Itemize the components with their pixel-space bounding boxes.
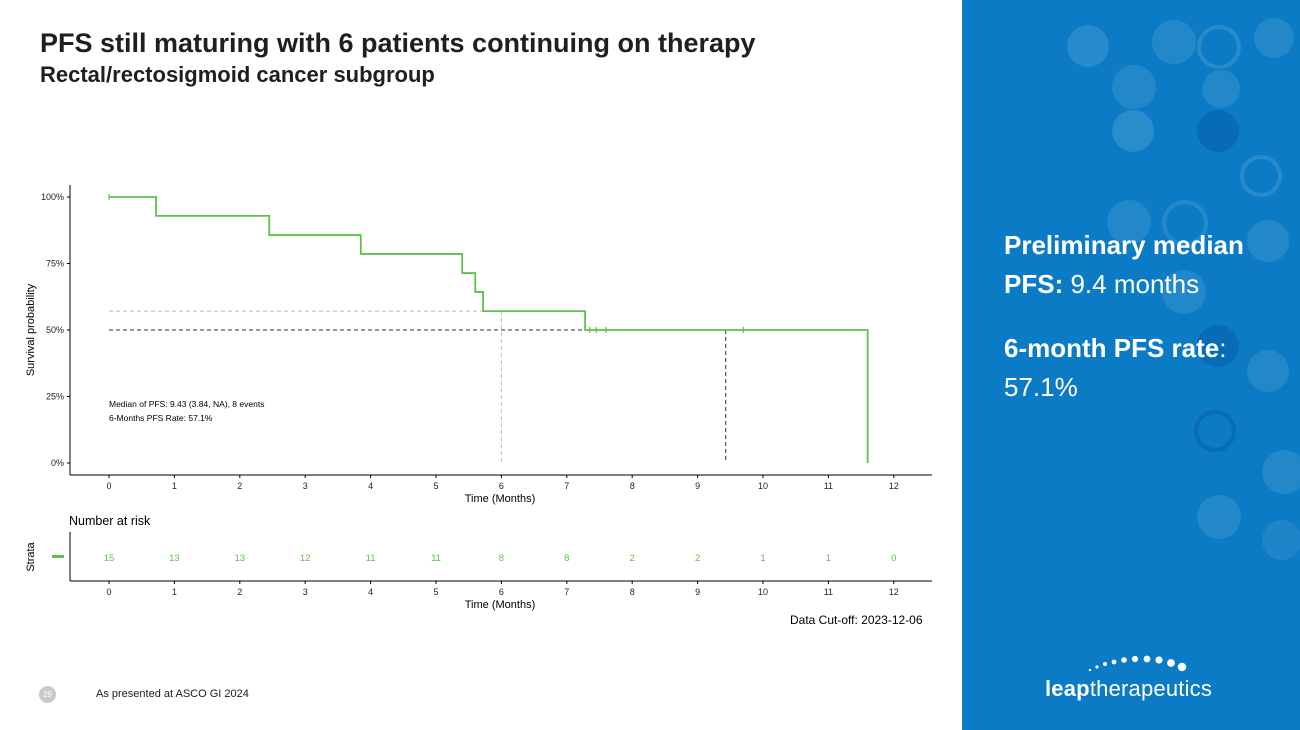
risk-x-tick-label: 5 bbox=[433, 587, 438, 597]
risk-count: 13 bbox=[235, 553, 246, 564]
risk-count: 0 bbox=[891, 553, 896, 564]
risk-table-title: Number at risk bbox=[69, 514, 151, 528]
risk-x-tick-label: 2 bbox=[237, 587, 242, 597]
slide-title: PFS still maturing with 6 patients conti… bbox=[40, 28, 756, 58]
risk-count: 8 bbox=[564, 553, 569, 564]
bokeh-dot bbox=[1247, 350, 1289, 392]
y-tick-label: 25% bbox=[46, 392, 64, 402]
x-ticks: 0 1 2 3 4 5 6 7 8 9 10 11 12 bbox=[106, 475, 899, 491]
x-tick-label: 5 bbox=[433, 481, 438, 491]
strata-legend-mark bbox=[52, 555, 64, 558]
censor-marks bbox=[108, 194, 744, 333]
risk-x-tick-label: 7 bbox=[564, 587, 569, 597]
annotation-median: Median of PFS: 9.43 (3.84, NA), 8 events bbox=[109, 399, 264, 409]
bokeh-dot bbox=[1197, 110, 1239, 152]
risk-count: 2 bbox=[695, 553, 700, 564]
reference-lines bbox=[109, 310, 727, 463]
x-axis-label: Time (Months) bbox=[465, 493, 536, 505]
median-pfs-block: Preliminary median PFS: 9.4 months bbox=[1004, 226, 1294, 304]
bokeh-dot bbox=[1254, 18, 1294, 58]
annotation-rate: 6-Months PFS Rate: 57.1% bbox=[109, 413, 213, 423]
risk-x-tick-label: 4 bbox=[368, 587, 373, 597]
x-tick-label: 10 bbox=[758, 481, 768, 491]
risk-x-tick-label: 3 bbox=[303, 587, 308, 597]
bokeh-dot bbox=[1112, 110, 1154, 152]
km-chart: 0%25%50%75%100% 0 1 2 3 4 5 6 7 8 9 10 11 12 Time (M… bbox=[25, 185, 932, 611]
x-tick-label: 2 bbox=[237, 481, 242, 491]
y-tick-label: 0% bbox=[51, 458, 64, 468]
bokeh-dot bbox=[1197, 495, 1241, 539]
km-curve-pfs bbox=[109, 196, 869, 463]
logo-light: therapeutics bbox=[1089, 676, 1213, 701]
bokeh-ring bbox=[1240, 155, 1282, 197]
y-axis-label: Survival probability bbox=[25, 283, 37, 376]
rate-label: 6-month PFS rate bbox=[1004, 333, 1220, 363]
panel-text: Preliminary median PFS: 9.4 months 6-mon… bbox=[1004, 226, 1294, 407]
slide-subtitle: Rectal/rectosigmoid cancer subgroup bbox=[40, 62, 435, 87]
risk-x-tick-label: 0 bbox=[106, 587, 111, 597]
rate-value: 57.1% bbox=[1004, 372, 1078, 402]
x-tick-label: 1 bbox=[172, 481, 177, 491]
x-tick-label: 3 bbox=[303, 481, 308, 491]
risk-x-tick-label: 9 bbox=[695, 587, 700, 597]
risk-count: 1 bbox=[760, 553, 765, 564]
risk-count: 13 bbox=[169, 553, 180, 564]
x-tick-label: 0 bbox=[106, 481, 111, 491]
slide: PFS still maturing with 6 patients conti… bbox=[25, 28, 932, 703]
y-tick-label: 75% bbox=[46, 259, 64, 269]
leap-logo: leaptherapeutics bbox=[1045, 676, 1212, 702]
risk-count: 15 bbox=[104, 553, 115, 564]
risk-x-tick-label: 10 bbox=[758, 587, 768, 597]
x-tick-label: 6 bbox=[499, 481, 504, 491]
bokeh-ring bbox=[1197, 25, 1241, 69]
risk-counts: 15 13 13 12 11 11 8 8 2 2 1 1 0 bbox=[104, 553, 897, 564]
x-tick-label: 11 bbox=[824, 481, 833, 491]
median-pfs-label: Preliminary median PFS: bbox=[1004, 230, 1244, 299]
bokeh-dot bbox=[1197, 325, 1239, 367]
risk-x-tick-label: 8 bbox=[630, 587, 635, 597]
rate-colon: : bbox=[1219, 333, 1227, 363]
logo-bold: leap bbox=[1045, 676, 1090, 701]
logo-dots-icon bbox=[1088, 655, 1187, 672]
risk-x-tick-label: 6 bbox=[499, 587, 504, 597]
risk-count: 2 bbox=[630, 553, 635, 564]
x-tick-label: 4 bbox=[368, 481, 373, 491]
bokeh-dot bbox=[1162, 270, 1206, 314]
median-pfs-value: 9.4 months bbox=[1070, 269, 1200, 299]
risk-count: 11 bbox=[366, 553, 376, 564]
bokeh-dot bbox=[1202, 70, 1240, 108]
y-tick-label: 100% bbox=[41, 192, 64, 202]
bokeh-dot bbox=[1152, 20, 1196, 64]
x-tick-label: 7 bbox=[564, 481, 569, 491]
risk-x-tick-label: 12 bbox=[889, 587, 899, 597]
risk-count: 1 bbox=[826, 553, 831, 564]
risk-strata-label: Strata bbox=[25, 541, 37, 571]
bokeh-dot bbox=[1067, 25, 1109, 67]
risk-count: 12 bbox=[300, 553, 311, 564]
bokeh-dot bbox=[1107, 200, 1151, 244]
x-tick-label: 8 bbox=[630, 481, 635, 491]
risk-x-tick-label: 1 bbox=[172, 587, 177, 597]
risk-count: 8 bbox=[499, 553, 504, 564]
footnote: As presented at ASCO GI 2024 bbox=[96, 688, 249, 700]
bokeh-dot bbox=[1247, 220, 1289, 262]
bokeh-dot bbox=[1112, 65, 1156, 109]
y-ticks: 0% 25% 50% 75% 100% bbox=[41, 192, 70, 468]
side-panel: Preliminary median PFS: 9.4 months 6-mon… bbox=[962, 0, 1300, 730]
x-tick-label: 12 bbox=[889, 481, 899, 491]
data-cutoff: Data Cut-off: 2023-12-06 bbox=[790, 613, 923, 627]
risk-x-tick-label: 11 bbox=[824, 587, 833, 597]
bokeh-dot bbox=[1262, 450, 1300, 494]
bokeh-dot bbox=[1262, 520, 1300, 560]
bokeh-ring bbox=[1194, 410, 1236, 452]
bokeh-ring bbox=[1162, 200, 1208, 246]
rate-block: 6-month PFS rate: 57.1% bbox=[1004, 329, 1294, 407]
y-tick-label: 50% bbox=[46, 325, 64, 335]
risk-x-ticks: 0 1 2 3 4 5 6 7 8 9 10 11 12 bbox=[106, 581, 899, 597]
risk-x-axis-label: Time (Months) bbox=[465, 599, 536, 611]
page-number: 29 bbox=[39, 686, 56, 703]
risk-count: 11 bbox=[431, 553, 441, 564]
x-tick-label: 9 bbox=[695, 481, 700, 491]
